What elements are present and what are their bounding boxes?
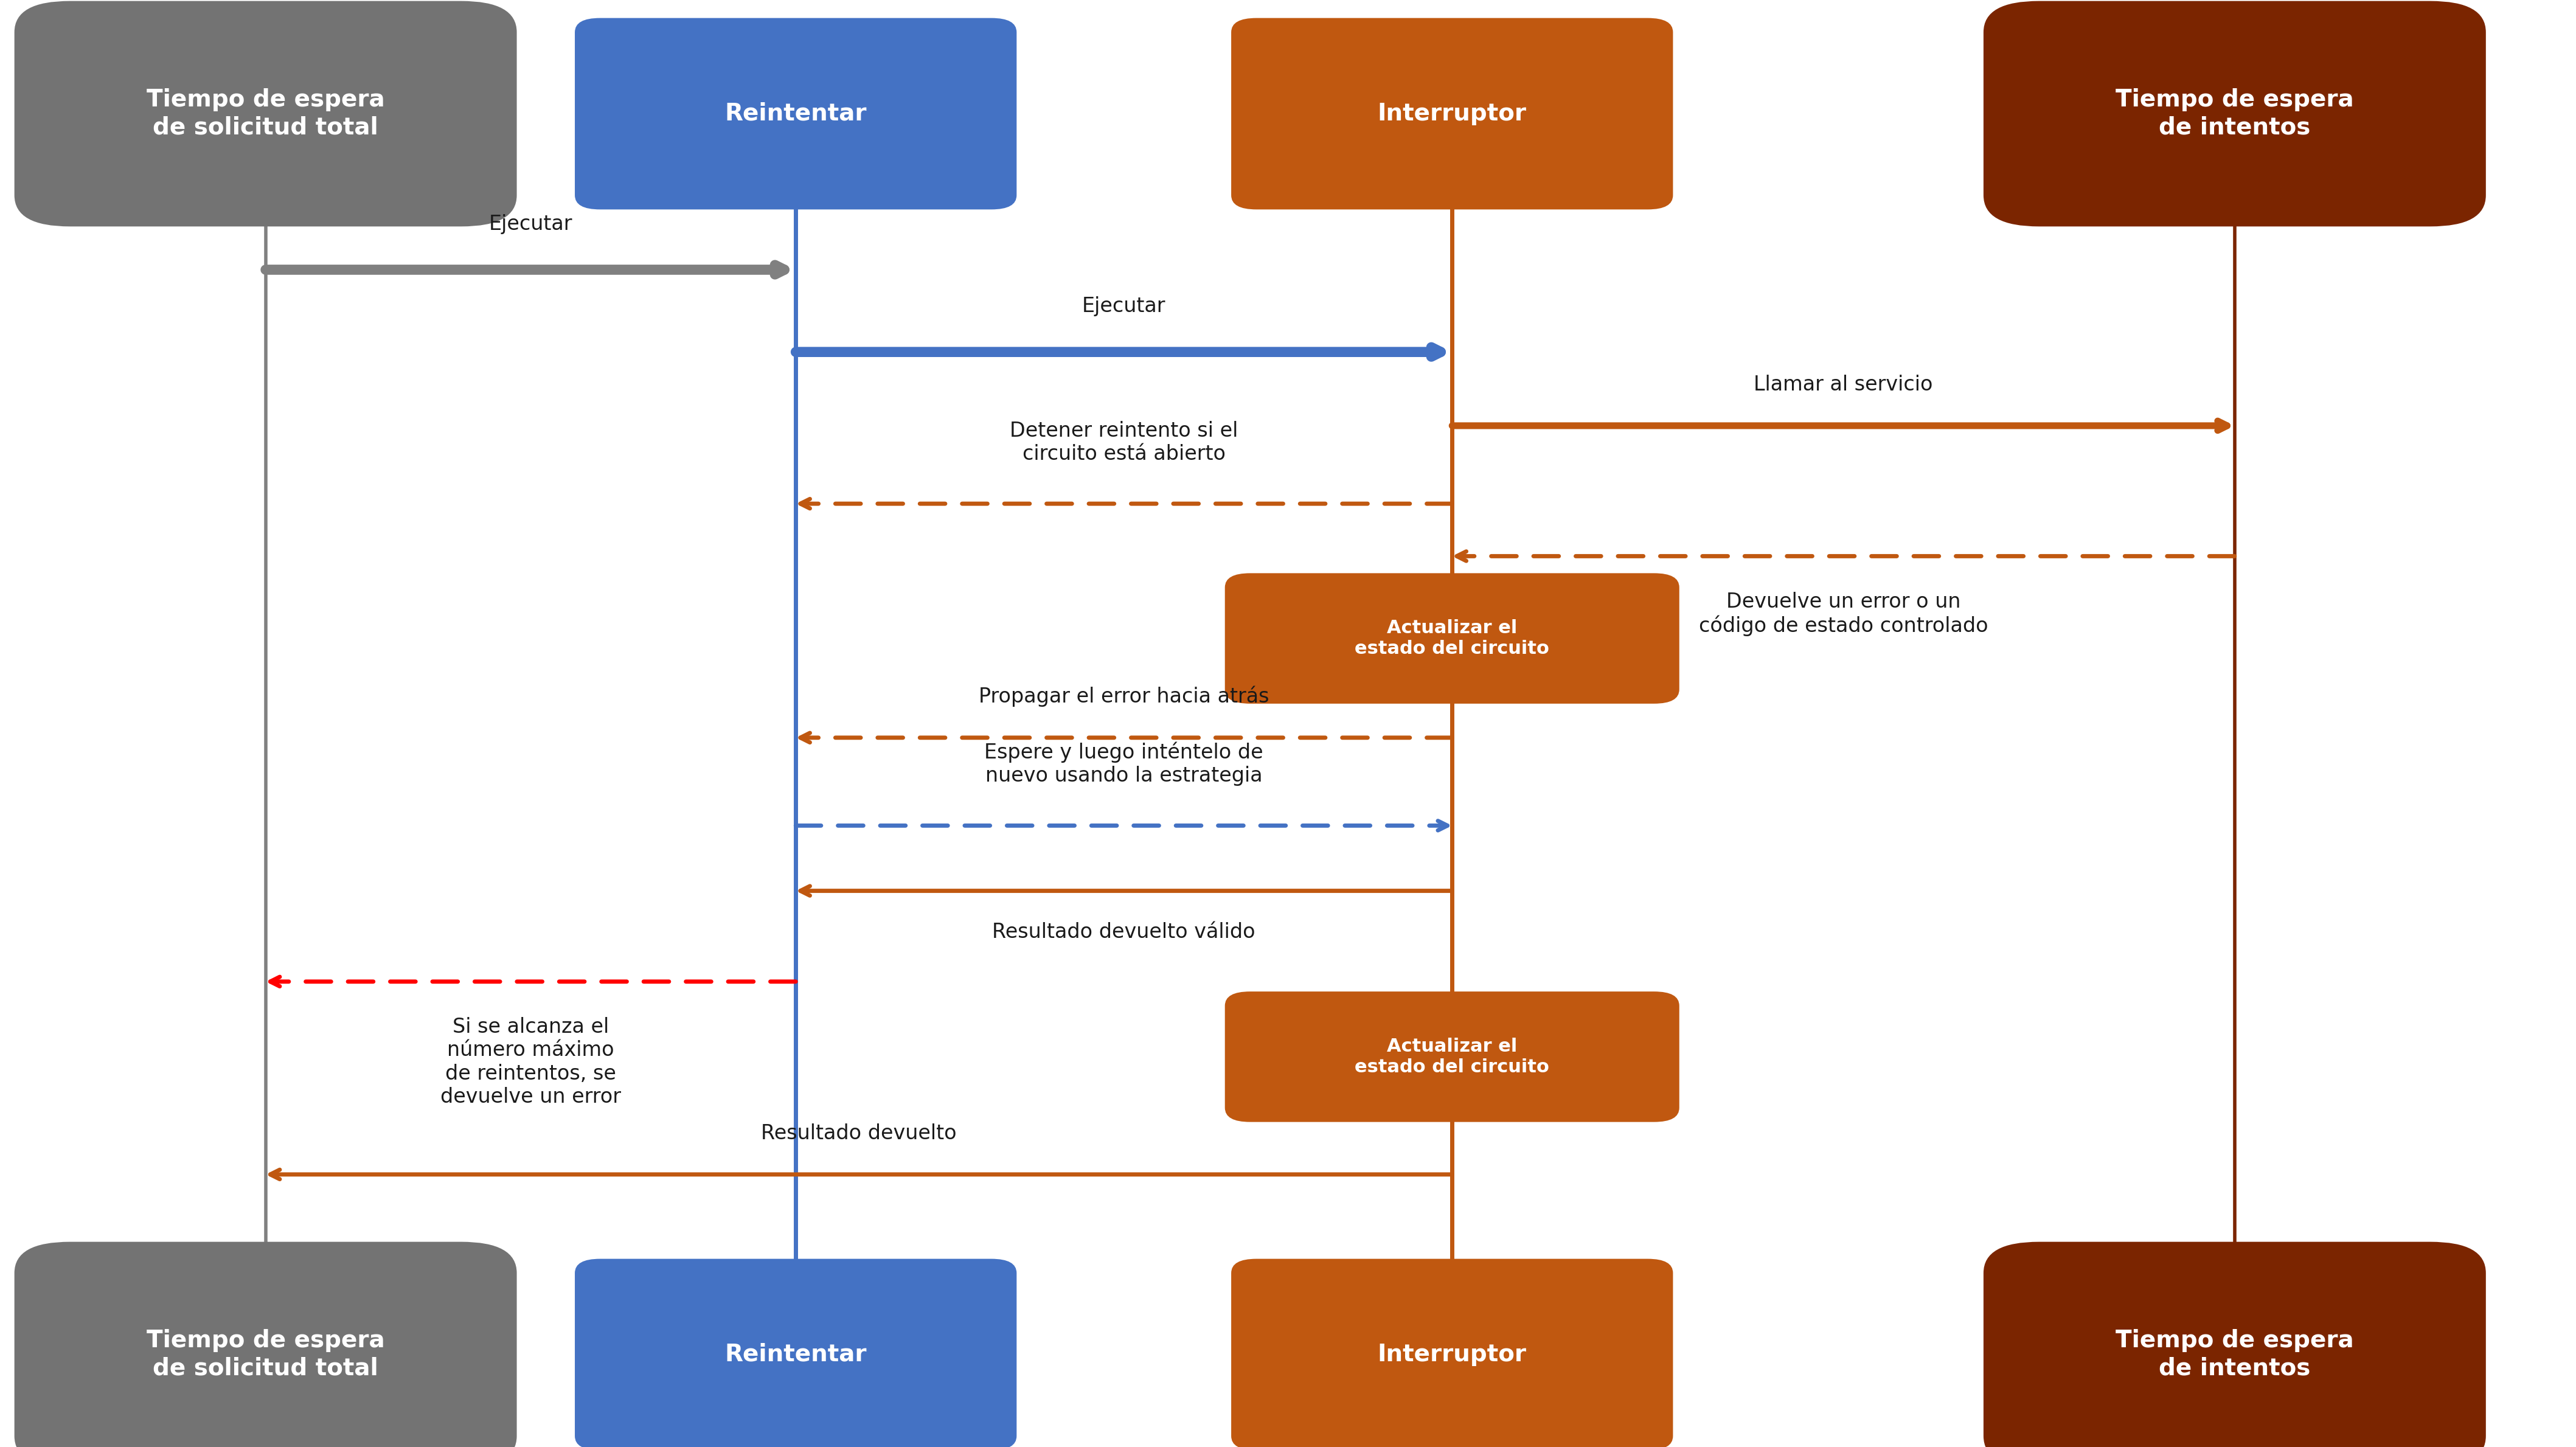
FancyBboxPatch shape (574, 17, 1018, 210)
FancyBboxPatch shape (1984, 1, 2486, 227)
Text: Tiempo de espera
de solicitud total: Tiempo de espera de solicitud total (147, 88, 384, 139)
FancyBboxPatch shape (1224, 573, 1680, 703)
Text: Actualizar el
estado del circuito: Actualizar el estado del circuito (1355, 1037, 1548, 1077)
Text: Ejecutar: Ejecutar (489, 214, 572, 234)
Text: Si se alcanza el
número máximo
de reintentos, se
devuelve un error: Si se alcanza el número máximo de reinte… (440, 1017, 621, 1107)
FancyBboxPatch shape (1984, 1242, 2486, 1447)
Text: Actualizar el
estado del circuito: Actualizar el estado del circuito (1355, 619, 1548, 658)
FancyBboxPatch shape (1224, 991, 1680, 1121)
FancyBboxPatch shape (1231, 1259, 1672, 1447)
Text: Resultado devuelto: Resultado devuelto (760, 1123, 956, 1143)
Text: Resultado devuelto válido: Resultado devuelto válido (992, 922, 1255, 942)
Text: Reintentar: Reintentar (724, 1343, 866, 1366)
Text: Llamar al servicio: Llamar al servicio (1754, 375, 1932, 395)
Text: Reintentar: Reintentar (724, 103, 866, 126)
Text: Espere y luego inténtelo de
nuevo usando la estrategia: Espere y luego inténtelo de nuevo usando… (984, 742, 1262, 786)
Text: Detener reintento si el
circuito está abierto: Detener reintento si el circuito está ab… (1010, 421, 1239, 464)
FancyBboxPatch shape (15, 1242, 518, 1447)
Text: Interruptor: Interruptor (1378, 103, 1528, 126)
Text: Interruptor: Interruptor (1378, 1343, 1528, 1366)
Text: Tiempo de espera
de intentos: Tiempo de espera de intentos (2115, 1330, 2354, 1380)
Text: Devuelve un error o un
código de estado controlado: Devuelve un error o un código de estado … (1698, 592, 1989, 637)
Text: Ejecutar: Ejecutar (1082, 297, 1167, 317)
Text: Tiempo de espera
de intentos: Tiempo de espera de intentos (2115, 88, 2354, 139)
FancyBboxPatch shape (1231, 17, 1672, 210)
FancyBboxPatch shape (574, 1259, 1018, 1447)
Text: Tiempo de espera
de solicitud total: Tiempo de espera de solicitud total (147, 1330, 384, 1380)
FancyBboxPatch shape (15, 1, 518, 227)
Text: Propagar el error hacia atrás: Propagar el error hacia atrás (979, 686, 1270, 706)
